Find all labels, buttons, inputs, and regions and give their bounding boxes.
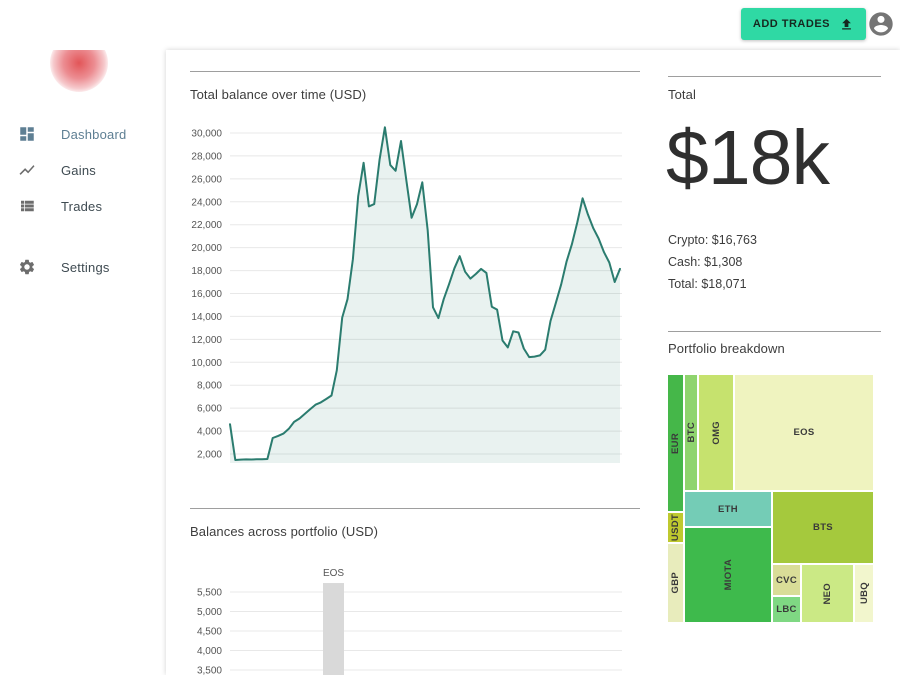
y-axis-tick-label: 4,500 xyxy=(197,627,222,638)
totals-breakdown: Crypto: $16,763 Cash: $1,308 Total: $18,… xyxy=(668,229,757,295)
bar-eos[interactable] xyxy=(323,583,344,675)
y-axis-tick-label: 12,000 xyxy=(191,335,222,346)
y-axis-tick-label: 18,000 xyxy=(191,266,222,277)
treemap-cell-lbc[interactable]: LBC xyxy=(773,597,800,622)
y-axis-tick-label: 14,000 xyxy=(191,312,222,323)
section-divider xyxy=(190,71,640,72)
treemap-cell-eur[interactable]: EUR xyxy=(668,375,683,511)
bar-chart-title: Balances across portfolio (USD) xyxy=(190,524,379,539)
list-icon xyxy=(18,197,36,215)
sidebar-item-dashboard[interactable]: Dashboard xyxy=(0,116,166,152)
treemap-cell-usdt[interactable]: USDT xyxy=(668,513,683,542)
treemap-cell-label: GBP xyxy=(670,572,681,594)
breakdown-title: Portfolio breakdown xyxy=(668,341,785,356)
account-button[interactable] xyxy=(867,10,895,38)
trending-up-icon xyxy=(18,161,36,179)
sidebar-item-settings[interactable]: Settings xyxy=(0,249,166,285)
y-axis-tick-label: 20,000 xyxy=(191,243,222,254)
portfolio-bar-chart[interactable]: 5,500 5,000 4,500 4,000 3,500 EOS xyxy=(175,558,625,675)
treemap-cell-eos[interactable]: EOS xyxy=(735,375,873,490)
treemap-cell-label: UBQ xyxy=(858,582,870,605)
treemap-cell-label: MIOTA xyxy=(722,559,734,591)
add-trades-label: ADD TRADES xyxy=(752,18,830,30)
section-divider xyxy=(668,331,881,332)
treemap-cell-label: EUR xyxy=(670,432,681,454)
y-axis-tick-label: 28,000 xyxy=(191,151,222,162)
y-axis-tick-label: 16,000 xyxy=(191,289,222,300)
y-axis-tick-label: 22,000 xyxy=(191,220,222,231)
y-axis-tick-label: 3,500 xyxy=(197,666,222,675)
y-axis-tick-label: 5,000 xyxy=(197,607,222,618)
treemap-cell-label: LBC xyxy=(776,604,797,615)
treemap-cell-btc[interactable]: BTC xyxy=(685,375,697,490)
treemap-cell-label: NEO xyxy=(822,582,833,605)
balance-line xyxy=(229,126,621,461)
treemap-cell-miota[interactable]: MIOTA xyxy=(685,528,771,622)
y-axis-tick-label: 10,000 xyxy=(191,358,222,369)
sidebar: Dashboard Gains Trades Settings xyxy=(0,34,166,675)
y-axis-tick-label: 6,000 xyxy=(197,404,222,415)
y-axis-tick-label: 30,000 xyxy=(191,129,222,140)
dashboard-icon xyxy=(18,125,36,143)
treemap-cell-neo[interactable]: NEO xyxy=(802,565,853,622)
treemap-cell-label: OMG xyxy=(710,420,722,445)
section-divider xyxy=(668,76,881,77)
bar-label: EOS xyxy=(323,568,344,579)
sidebar-nav: Dashboard Gains Trades Settings xyxy=(0,116,166,285)
y-axis-tick-label: 5,500 xyxy=(197,588,222,599)
upload-icon xyxy=(839,17,854,32)
balance-area-chart[interactable]: 2,000 4,000 6,000 8,000 10,000 12,000 14,000 16… xyxy=(175,118,625,470)
crypto-total-line: Crypto: $16,763 xyxy=(668,233,757,247)
y-axis-tick-label: 2,000 xyxy=(197,450,222,461)
dashboard-content: Total balance over time (USD) 2,000 4,000… xyxy=(166,50,900,675)
balance-chart-title: Total balance over time (USD) xyxy=(190,87,367,102)
treemap-cell-label: BTC xyxy=(685,422,697,443)
cash-total-line: Cash: $1,308 xyxy=(668,255,743,269)
y-axis-tick-label: 26,000 xyxy=(191,174,222,185)
sidebar-item-gains[interactable]: Gains xyxy=(0,152,166,188)
total-title: Total xyxy=(668,87,696,102)
treemap-cell-bts[interactable]: BTS xyxy=(773,492,873,563)
section-divider xyxy=(190,508,640,509)
balance-area-fill xyxy=(230,127,620,464)
total-big-value: $18k xyxy=(666,115,830,201)
treemap-cell-omg[interactable]: OMG xyxy=(699,375,733,490)
treemap-cell-eth[interactable]: ETH xyxy=(685,492,771,526)
y-axis-tick-label: 4,000 xyxy=(197,646,222,657)
treemap-cell-label: CVC xyxy=(776,574,797,586)
treemap-cell-ubq[interactable]: UBQ xyxy=(855,565,873,622)
sidebar-item-label: Dashboard xyxy=(61,126,127,142)
sidebar-item-trades[interactable]: Trades xyxy=(0,188,166,224)
sidebar-item-label: Settings xyxy=(61,259,110,275)
gear-icon xyxy=(18,258,36,276)
y-axis-tick-label: 24,000 xyxy=(191,197,222,208)
sidebar-item-label: Trades xyxy=(61,198,103,214)
treemap-cell-label: BTS xyxy=(813,522,833,533)
y-axis-tick-label: 8,000 xyxy=(197,381,222,392)
portfolio-treemap: EUR BTC OMG EOS USDT GBP ETH MIOTA BTS CVC LBC NEO U… xyxy=(668,375,873,622)
top-app-bar: ADD TRADES xyxy=(0,0,900,50)
treemap-cell-label: EOS xyxy=(793,427,815,438)
grand-total-line: Total: $18,071 xyxy=(668,277,747,291)
treemap-cell-cvc[interactable]: CVC xyxy=(773,565,800,595)
treemap-cell-label: ETH xyxy=(718,503,738,515)
treemap-cell-gbp[interactable]: GBP xyxy=(668,544,683,622)
treemap-cell-label: USDT xyxy=(670,513,681,542)
account-circle-icon xyxy=(867,12,895,41)
add-trades-button[interactable]: ADD TRADES xyxy=(740,8,866,40)
y-axis-tick-label: 4,000 xyxy=(197,427,222,438)
sidebar-item-label: Gains xyxy=(61,162,96,178)
